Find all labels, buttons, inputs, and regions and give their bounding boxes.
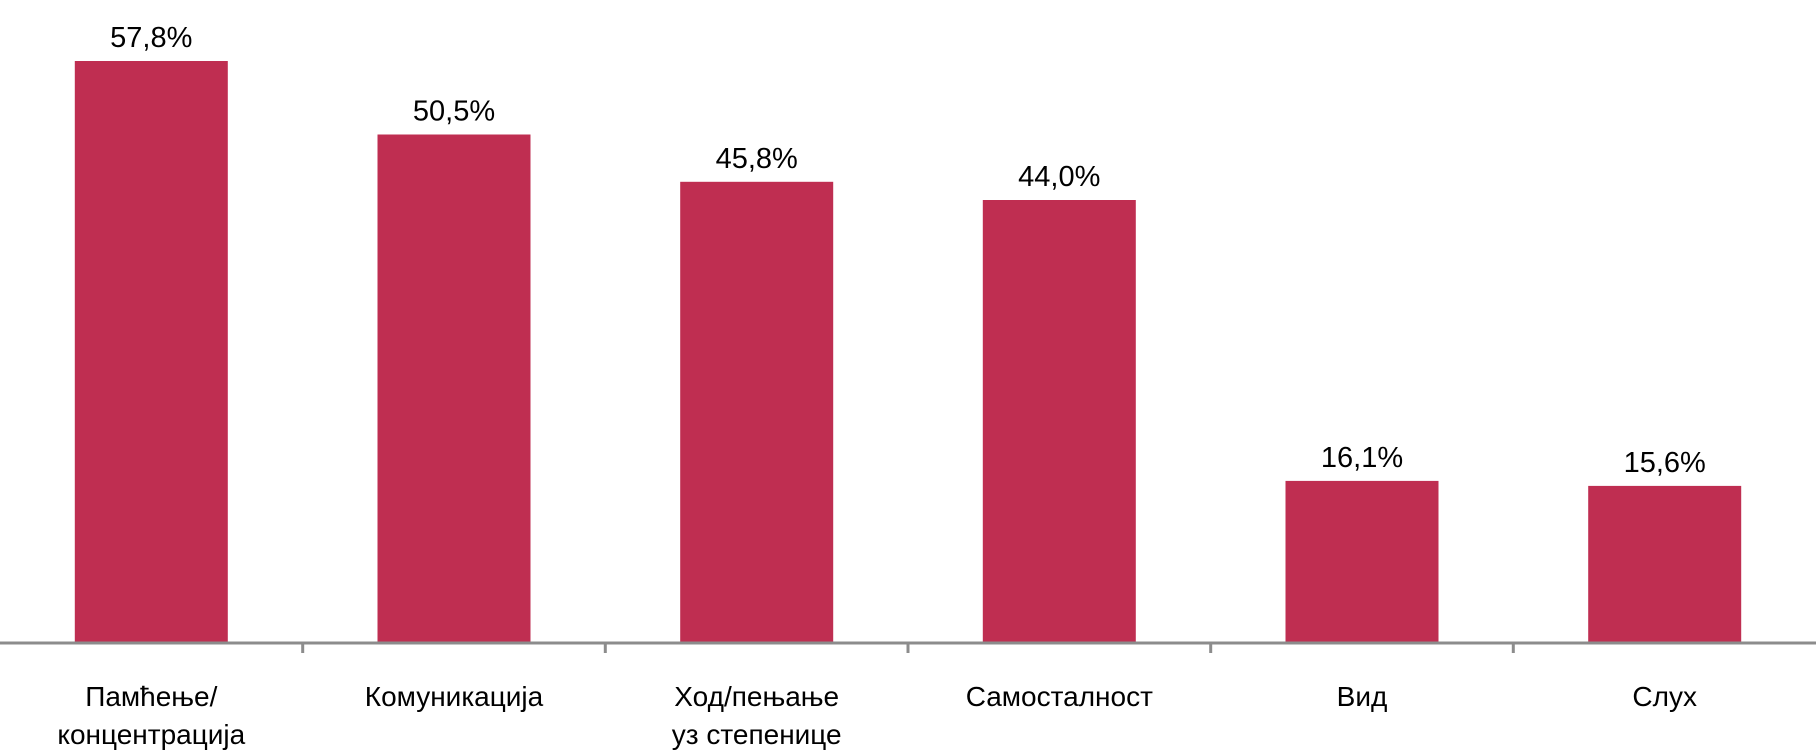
x-tick-label-line: Вид: [1337, 681, 1388, 712]
x-tick-label-1: Комуникација: [365, 681, 544, 712]
x-tick-label-line: Слух: [1632, 681, 1697, 712]
data-label-2: 45,8%: [716, 143, 798, 175]
bar-0: [74, 61, 228, 643]
bar-5: [1588, 485, 1742, 643]
data-label-0: 57,8%: [110, 22, 192, 54]
x-tick-label-line: Ход/пењање: [674, 681, 839, 712]
data-label-5: 15,6%: [1624, 447, 1706, 479]
bar-2: [680, 181, 834, 644]
x-tick-label-5: Слух: [1632, 681, 1697, 712]
category-labels-group: Памћење/концентрација Комуникација Ход/пењ…: [57, 681, 1697, 750]
x-tick-label-line: Комуникација: [365, 681, 544, 712]
x-tick-label-3: Самосталност: [966, 681, 1153, 712]
x-tick-label-2: Ход/пењање уз степенице: [672, 681, 842, 750]
x-tick-label-line: уз степенице: [672, 719, 842, 750]
x-tick-label-line: Самосталност: [966, 681, 1153, 712]
value-labels-group: 57,8% 50,5% 45,8% 44,0% 16,1% 15,6%: [110, 22, 1706, 479]
x-axis-ticks-group: [301, 643, 1515, 653]
x-tick-label-line: Памћење/: [85, 681, 217, 712]
bars-group: [74, 61, 1742, 644]
x-tick-label-0: Памћење/концентрација: [57, 681, 245, 750]
data-label-4: 16,1%: [1321, 442, 1403, 474]
data-label-3: 44,0%: [1018, 161, 1100, 193]
bar-4: [1285, 480, 1439, 643]
data-label-1: 50,5%: [413, 96, 495, 128]
x-tick-label-4: Вид: [1337, 681, 1388, 712]
bar-1: [377, 134, 531, 643]
x-tick-label-line: концентрација: [57, 719, 245, 750]
bar-3: [982, 200, 1136, 643]
